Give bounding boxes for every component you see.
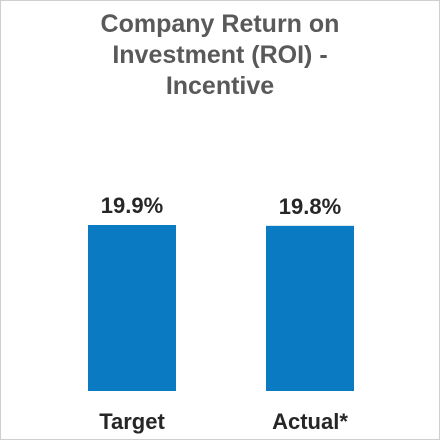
data-label-target: 19.9% (101, 193, 163, 218)
chart-title-line-1: Company Return on (100, 10, 340, 38)
category-label-target: Target (99, 409, 165, 434)
category-label-actual: Actual* (272, 409, 348, 434)
chart-title-line-2: Investment (ROI) - (112, 41, 328, 69)
bar-actual (266, 225, 354, 391)
data-label-actual: 19.8% (279, 194, 341, 219)
chart-title-line-3: Incentive (165, 72, 275, 100)
chart-title: Company Return on Investment (ROI) - Inc… (1, 9, 439, 102)
bar-target (88, 225, 176, 391)
